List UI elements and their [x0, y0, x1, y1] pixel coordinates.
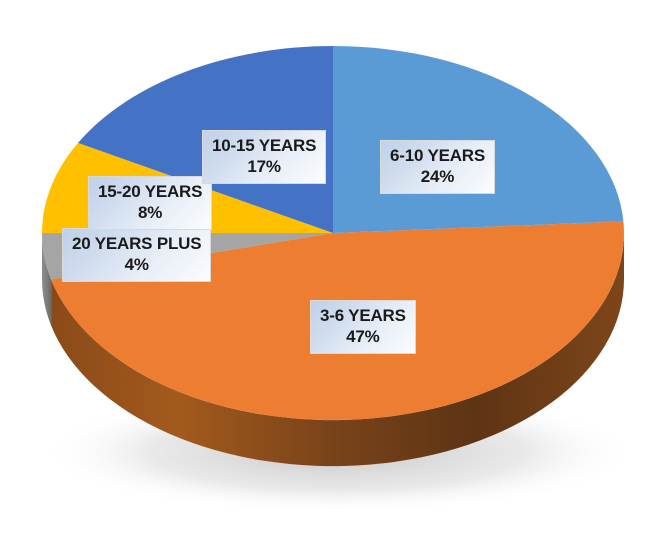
data-label-20-years-plus: 20 YEARS PLUS 4% — [62, 228, 212, 283]
data-label-6-10-years-value: 24% — [420, 166, 455, 186]
data-label-6-10-years-name: 6-10 YEARS — [390, 146, 486, 165]
side-wall-3-6-years — [51, 233, 625, 467]
data-label-15-20-years-value: 8% — [138, 202, 163, 222]
data-label-20-years-plus-name: 20 YEARS PLUS — [72, 234, 202, 253]
data-label-20-years-plus-value: 4% — [124, 254, 149, 274]
data-label-10-15-years-name: 10-15 YEARS — [212, 136, 317, 155]
data-label-3-6-years: 3-6 YEARS 47% — [310, 300, 416, 355]
data-label-6-10-years: 6-10 YEARS 24% — [380, 140, 496, 195]
data-label-15-20-years-name: 15-20 YEARS — [98, 182, 203, 201]
data-label-10-15-years-value: 17% — [247, 156, 281, 176]
data-label-3-6-years-value: 47% — [346, 326, 380, 346]
data-label-10-15-years: 10-15 YEARS 17% — [202, 130, 327, 185]
pie-3d-side-walls — [41, 233, 625, 467]
data-label-15-20-years: 15-20 YEARS 8% — [88, 176, 213, 231]
data-label-3-6-years-name: 3-6 YEARS — [320, 306, 406, 325]
side-wall-20-years-plus — [41, 233, 52, 326]
